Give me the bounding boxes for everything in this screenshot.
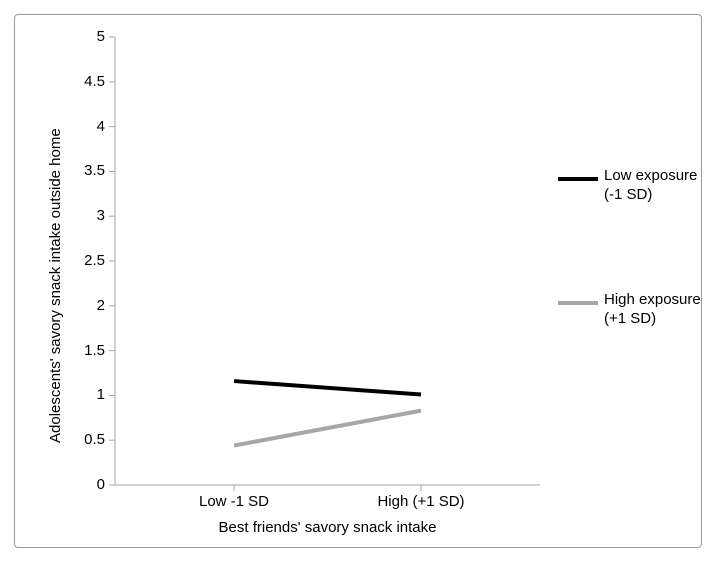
x-axis-title: Best friends' savory snack intake xyxy=(68,519,588,536)
x-tick-label: High (+1 SD) xyxy=(377,493,464,510)
y-tick-label: 3.5 xyxy=(65,162,105,179)
legend-item-high-exposure: High exposure (+1 SD) xyxy=(558,291,701,329)
y-tick-label: 1 xyxy=(65,386,105,403)
y-tick-label: 4.5 xyxy=(65,73,105,90)
y-tick-label: 3 xyxy=(65,207,105,224)
y-axis-title: Adolescents' savory snack intake outside… xyxy=(47,128,64,443)
y-tick-label: 2 xyxy=(65,297,105,314)
y-tick-label: 4 xyxy=(65,118,105,135)
y-tick-label: 5 xyxy=(65,28,105,45)
legend-swatch-high xyxy=(558,301,598,305)
line-chart-svg xyxy=(15,15,703,549)
x-tick-label: Low -1 SD xyxy=(199,493,269,510)
chart-frame: Low exposure (-1 SD) High exposure (+1 S… xyxy=(14,14,702,548)
y-tick-label: 0.5 xyxy=(65,431,105,448)
y-tick-label: 1.5 xyxy=(65,342,105,359)
legend-label-low: Low exposure (-1 SD) xyxy=(604,167,697,205)
legend-swatch-low xyxy=(558,177,598,181)
legend-item-low-exposure: Low exposure (-1 SD) xyxy=(558,167,697,205)
legend-label-high: High exposure (+1 SD) xyxy=(604,291,701,329)
y-tick-label: 0 xyxy=(65,476,105,493)
y-tick-label: 2.5 xyxy=(65,252,105,269)
